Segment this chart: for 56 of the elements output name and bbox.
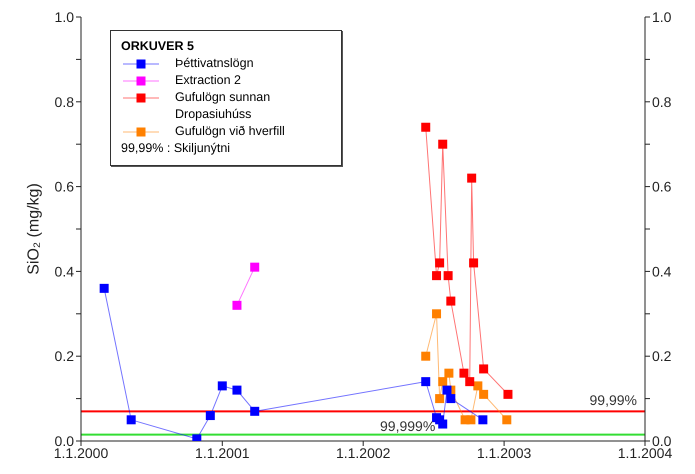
point (421, 352, 430, 361)
point (421, 122, 430, 132)
point (250, 406, 260, 416)
point (206, 411, 215, 420)
point (438, 420, 448, 429)
point (435, 258, 444, 268)
point (250, 262, 260, 272)
point (232, 386, 242, 395)
legend-label: Gufulögn sunnan Dropasiuhúss (175, 89, 272, 123)
legend-label: Þéttivatnslögn (175, 55, 254, 72)
point (479, 390, 488, 399)
legend-title: ORKUVER 5 (121, 39, 195, 53)
point (469, 258, 478, 268)
x-tick-label: 1.1.2002 (336, 444, 391, 461)
point (421, 377, 430, 386)
y2-tick-label: 1.0 (652, 8, 672, 25)
x-tick-label: 1.1.2003 (476, 444, 532, 461)
point (218, 381, 227, 390)
y-tick-label: 0.6 (54, 178, 74, 195)
point (435, 394, 444, 404)
y2-tick-label: 0.8 (652, 94, 672, 110)
point (502, 415, 512, 424)
point (503, 390, 512, 399)
y2-tick-label: 0.4 (652, 263, 672, 280)
point (465, 377, 474, 386)
annotation: 99,99% : Skiljunýtni (121, 140, 232, 157)
x-tick-label: 1.1.2001 (195, 444, 250, 461)
point (232, 300, 242, 310)
point (479, 364, 488, 374)
legend-label: Extraction 2 (175, 72, 242, 89)
y-tick-label: 0.8 (54, 94, 74, 110)
point (459, 368, 468, 378)
y2-tick-label: 0.6 (652, 178, 672, 195)
point (444, 368, 454, 378)
point (100, 284, 109, 293)
point (432, 271, 442, 280)
point (467, 174, 476, 183)
point (126, 415, 136, 424)
y-tick-label: 1.0 (54, 8, 74, 25)
y-tick-label: 0.2 (54, 348, 74, 364)
y2-tick-label: 0.2 (652, 348, 672, 364)
annotation: 99,99% (590, 392, 637, 408)
annotation: 99,999% (380, 418, 436, 434)
y-axis-title: SiO₂ (mg/kg) (26, 183, 43, 275)
point (438, 377, 448, 386)
point (442, 386, 452, 395)
point (446, 394, 456, 404)
point (444, 271, 453, 280)
point (473, 381, 482, 390)
point (446, 296, 456, 306)
point (432, 309, 442, 318)
point (438, 140, 448, 149)
point (478, 415, 488, 424)
point (466, 415, 476, 424)
y-tick-label: 0.4 (54, 263, 74, 280)
legend-label: Gufulögn við hverfill (175, 123, 285, 140)
